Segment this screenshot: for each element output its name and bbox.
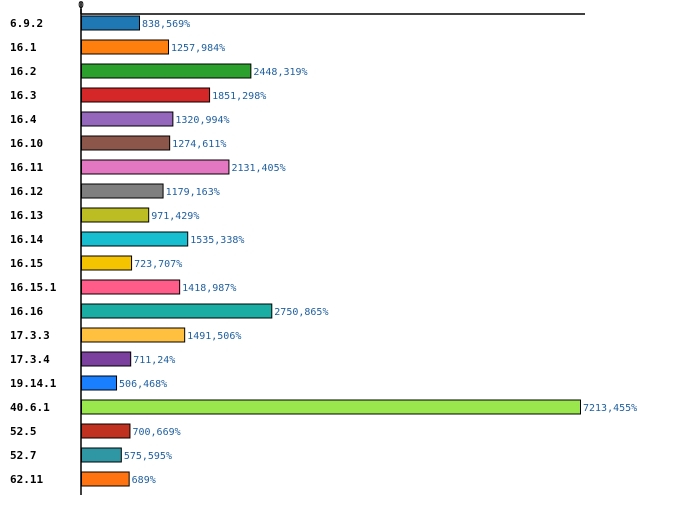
- category-label: 19.14.1: [10, 377, 57, 390]
- bar-6-9-2: [81, 15, 141, 31]
- bar-17-3-3: [81, 327, 186, 343]
- category-label: 16.1: [10, 41, 37, 54]
- bar-62-11: [81, 471, 130, 487]
- category-label: 16.2: [10, 65, 37, 78]
- category-label: 6.9.2: [10, 17, 43, 30]
- bar-16-15-1: [81, 279, 181, 295]
- value-label: 2131,405%: [231, 163, 285, 174]
- category-label: 16.10: [10, 137, 43, 150]
- value-label: 2448,319%: [253, 67, 307, 78]
- bar-16-10: [81, 135, 171, 151]
- category-label: 16.4: [10, 113, 37, 126]
- bar-16-2: [81, 63, 252, 79]
- bar-17-3-4: [81, 351, 132, 367]
- bar-16-15: [81, 255, 133, 271]
- bar-16-16: [81, 303, 273, 319]
- bar-16-14: [81, 231, 189, 247]
- category-label: 40.6.1: [10, 401, 50, 414]
- bar-16-4: [81, 111, 174, 127]
- value-label: 711,24%: [133, 355, 175, 366]
- value-labels: 838,569% 1257,984% 2448,319% 1851,298% 1320,…: [119, 19, 637, 486]
- bar-52-5: [81, 423, 131, 439]
- value-label: 1418,987%: [182, 283, 236, 294]
- bar-16-3: [81, 87, 211, 103]
- category-labels: 6.9.2 16.1 16.2 16.3 16.4 16.10 16.11 16.12 16.1…: [10, 17, 57, 486]
- value-label: 575,595%: [124, 451, 172, 462]
- category-label: 16.12: [10, 185, 43, 198]
- bar-40-6-1: [81, 399, 581, 415]
- value-label: 1851,298%: [212, 91, 266, 102]
- value-label: 971,429%: [151, 211, 199, 222]
- x-tick-label: 0: [78, 0, 84, 11]
- value-label: 1491,506%: [187, 331, 241, 342]
- bar-16-11: [81, 159, 230, 175]
- category-label: 16.3: [10, 89, 37, 102]
- category-label: 17.3.4: [10, 353, 50, 366]
- value-label: 838,569%: [142, 19, 190, 30]
- value-label: 700,669%: [132, 427, 180, 438]
- category-label: 16.13: [10, 209, 43, 222]
- bar-16-12: [81, 183, 164, 199]
- bar-19-14-1: [81, 375, 118, 391]
- category-label: 52.5: [10, 425, 37, 438]
- value-label: 723,707%: [134, 259, 182, 270]
- value-label: 1320,994%: [175, 115, 229, 126]
- value-label: 2750,865%: [274, 307, 328, 318]
- value-label: 689%: [132, 475, 156, 486]
- category-label: 16.14: [10, 233, 43, 246]
- category-label: 16.15: [10, 257, 43, 270]
- bar-16-1: [81, 39, 170, 55]
- category-label: 62.11: [10, 473, 43, 486]
- bar-16-13: [81, 207, 150, 223]
- category-label: 16.15.1: [10, 281, 57, 294]
- value-label: 1257,984%: [171, 43, 225, 54]
- chart-bars: [81, 15, 581, 487]
- category-label: 16.11: [10, 161, 43, 174]
- category-label: 16.16: [10, 305, 43, 318]
- value-label: 506,468%: [119, 379, 167, 390]
- category-label: 17.3.3: [10, 329, 50, 342]
- value-label: 7213,455%: [583, 403, 637, 414]
- bar-52-7: [81, 447, 122, 463]
- value-label: 1274,611%: [172, 139, 226, 150]
- category-label: 52.7: [10, 449, 37, 462]
- value-label: 1179,163%: [166, 187, 220, 198]
- value-label: 1535,338%: [190, 235, 244, 246]
